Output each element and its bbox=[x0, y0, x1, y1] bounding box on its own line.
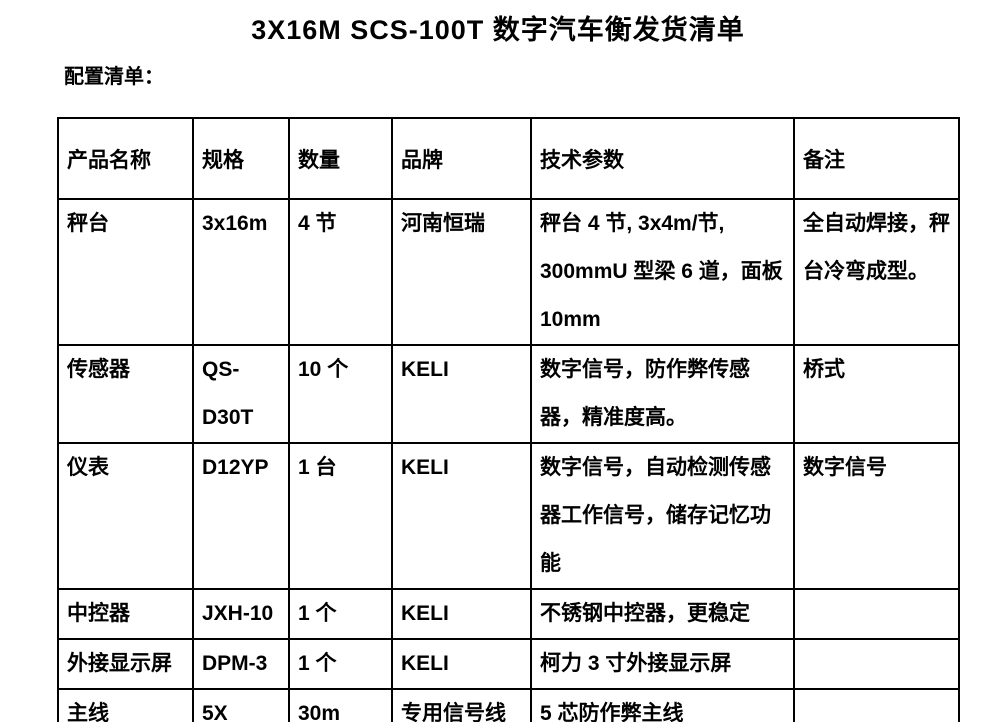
cell-product-name: 仪表 bbox=[57, 442, 194, 590]
cell-tech-params: 数字信号，自动检测传感器工作信号，储存记忆功能 bbox=[530, 442, 795, 590]
cell-quantity: 4 节 bbox=[288, 198, 393, 346]
cell-brand: KELI bbox=[391, 638, 532, 690]
cell-quantity: 1 个 bbox=[288, 588, 393, 640]
cell-tech-params: 5 芯防作弊主线 bbox=[530, 688, 795, 722]
table-row-control-box: 中控器 JXH-10 1 个 KELI 不锈钢中控器，更稳定 bbox=[57, 588, 960, 640]
table-row-indicator: 仪表 D12YP 1 台 KELI 数字信号，自动检测传感器工作信号，储存记忆功… bbox=[57, 442, 960, 590]
cell-remark: 数字信号 bbox=[793, 442, 960, 590]
table-row-main-cable: 主线 5X 30m 专用信号线 5 芯防作弊主线 bbox=[57, 688, 960, 722]
cell-quantity: 1 个 bbox=[288, 638, 393, 690]
cell-brand: 河南恒瑞 bbox=[391, 198, 532, 346]
cell-spec: D12YP bbox=[192, 442, 290, 590]
cell-spec: JXH-10 bbox=[192, 588, 290, 640]
cell-remark: 桥式 bbox=[793, 344, 960, 444]
cell-remark bbox=[793, 588, 960, 640]
config-table: 产品名称 规格 数量 品牌 技术参数 备注 秤台 3x16m 4 节 河南恒瑞 … bbox=[57, 117, 960, 722]
cell-brand: KELI bbox=[391, 442, 532, 590]
table-row-platform: 秤台 3x16m 4 节 河南恒瑞 秤台 4 节, 3x4m/节, 300mmU… bbox=[57, 198, 960, 346]
cell-product-name: 秤台 bbox=[57, 198, 194, 346]
page-title: 3X16M SCS-100T 数字汽车衡发货清单 bbox=[251, 15, 745, 45]
table-header-row: 产品名称 规格 数量 品牌 技术参数 备注 bbox=[57, 117, 960, 200]
col-header-quantity: 数量 bbox=[288, 117, 393, 200]
col-header-spec: 规格 bbox=[192, 117, 290, 200]
cell-product-name: 传感器 bbox=[57, 344, 194, 444]
cell-product-name: 中控器 bbox=[57, 588, 194, 640]
col-header-product-name: 产品名称 bbox=[57, 117, 194, 200]
cell-spec: 5X bbox=[192, 688, 290, 722]
cell-quantity: 10 个 bbox=[288, 344, 393, 444]
table-row-external-display: 外接显示屏 DPM-3 1 个 KELI 柯力 3 寸外接显示屏 bbox=[57, 638, 960, 690]
col-header-tech-params: 技术参数 bbox=[530, 117, 795, 200]
cell-product-name: 外接显示屏 bbox=[57, 638, 194, 690]
col-header-brand: 品牌 bbox=[391, 117, 532, 200]
cell-spec: DPM-3 bbox=[192, 638, 290, 690]
cell-remark: 全自动焊接，秤台冷弯成型。 bbox=[793, 198, 960, 346]
table-row-sensor: 传感器 QS-D30T 10 个 KELI 数字信号，防作弊传感器，精准度高。 … bbox=[57, 344, 960, 444]
cell-spec: QS-D30T bbox=[192, 344, 290, 444]
cell-brand: KELI bbox=[391, 344, 532, 444]
section-label: 配置清单： bbox=[64, 66, 164, 88]
cell-tech-params: 柯力 3 寸外接显示屏 bbox=[530, 638, 795, 690]
cell-quantity: 1 台 bbox=[288, 442, 393, 590]
cell-remark bbox=[793, 638, 960, 690]
cell-tech-params: 秤台 4 节, 3x4m/节, 300mmU 型梁 6 道，面板 10mm bbox=[530, 198, 795, 346]
col-header-remark: 备注 bbox=[793, 117, 960, 200]
cell-product-name: 主线 bbox=[57, 688, 194, 722]
cell-brand: KELI bbox=[391, 588, 532, 640]
cell-tech-params: 数字信号，防作弊传感器，精准度高。 bbox=[530, 344, 795, 444]
cell-tech-params: 不锈钢中控器，更稳定 bbox=[530, 588, 795, 640]
cell-remark bbox=[793, 688, 960, 722]
cell-spec: 3x16m bbox=[192, 198, 290, 346]
cell-brand: 专用信号线 bbox=[391, 688, 532, 722]
cell-quantity: 30m bbox=[288, 688, 393, 722]
